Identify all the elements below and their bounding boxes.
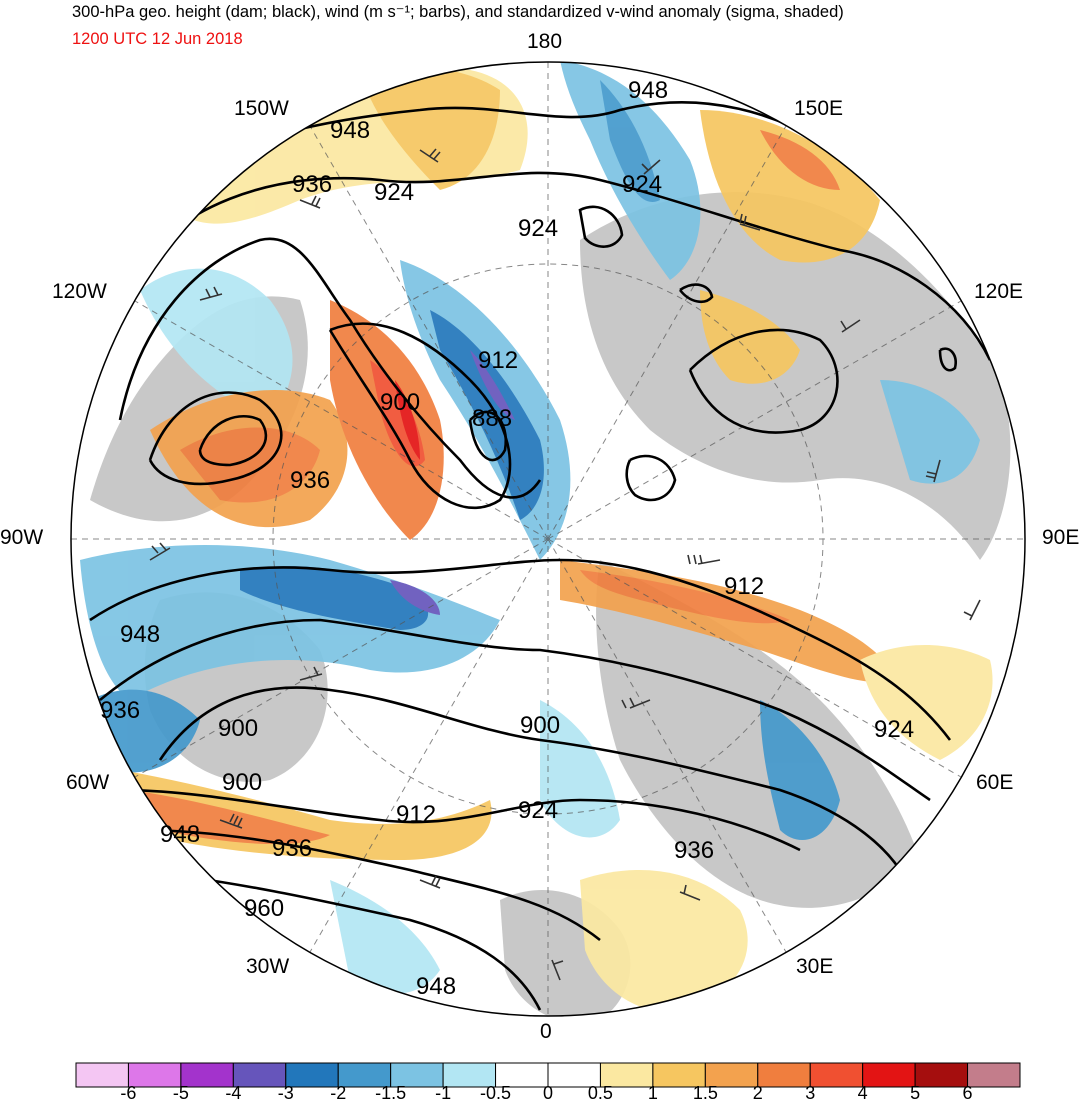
colorbar-tick-label: 3 bbox=[805, 1083, 816, 1103]
map-disk bbox=[71, 62, 1025, 1016]
colorbar-tick-label: -3 bbox=[277, 1083, 294, 1103]
contour-labels: 948 948 936 924 924 924 912 900 888 936 … bbox=[100, 77, 914, 1000]
colorbar-tick-label: 0 bbox=[542, 1083, 554, 1103]
colorbar-tick-label: 0.5 bbox=[587, 1083, 613, 1103]
colorbar-tick-label: -4 bbox=[225, 1083, 242, 1103]
longitude-label-0: 0 bbox=[540, 1020, 552, 1043]
contour-label: 936 bbox=[100, 697, 140, 724]
colorbar-swatch bbox=[127, 1062, 182, 1088]
contour-label: 936 bbox=[674, 837, 714, 864]
contour-label: 912 bbox=[478, 347, 518, 374]
longitude-label-30w: 30W bbox=[246, 955, 290, 978]
contour-label: 936 bbox=[272, 835, 312, 862]
contour-label: 924 bbox=[374, 179, 414, 206]
colorbar-swatch bbox=[967, 1062, 1021, 1088]
colorbar-swatch bbox=[652, 1062, 706, 1088]
longitude-label-150w: 150W bbox=[234, 97, 289, 120]
contour-label: 948 bbox=[628, 77, 668, 104]
colorbar-swatch bbox=[809, 1062, 864, 1088]
contour-label: 936 bbox=[292, 171, 332, 198]
contour-label: 948 bbox=[160, 821, 200, 848]
colorbar-tick-label: 1.5 bbox=[692, 1083, 718, 1103]
colorbar-tick-label: -5 bbox=[172, 1083, 189, 1103]
colorbar-tick-label: 6 bbox=[962, 1083, 973, 1103]
longitude-label-120w: 120W bbox=[52, 280, 107, 303]
colorbar-tick-label: -2 bbox=[330, 1083, 347, 1103]
chart-title: 300-hPa geo. height (dam; black), wind (… bbox=[72, 3, 844, 21]
longitude-label-180: 180 bbox=[527, 30, 563, 53]
colorbar-swatch bbox=[547, 1062, 601, 1088]
colorbar-swatch bbox=[704, 1062, 759, 1088]
contour-label: 900 bbox=[222, 769, 262, 796]
contour-label: 960 bbox=[244, 895, 284, 922]
contour-label: 888 bbox=[472, 405, 512, 432]
colorbar-tick-label: 2 bbox=[752, 1083, 763, 1103]
colorbar-swatch bbox=[914, 1062, 969, 1088]
longitude-label-120e: 120E bbox=[974, 280, 1024, 303]
contour-label: 936 bbox=[290, 467, 330, 494]
contour-label: 912 bbox=[724, 573, 764, 600]
valid-time: 1200 UTC 12 Jun 2018 bbox=[72, 30, 243, 48]
longitude-label-150e: 150E bbox=[794, 97, 844, 120]
contour-label: 948 bbox=[416, 973, 456, 1000]
graticule bbox=[71, 62, 1025, 1016]
longitude-label-60e: 60E bbox=[976, 771, 1014, 794]
colorbar-tick-label: -6 bbox=[120, 1083, 137, 1103]
wind-barbs bbox=[149, 148, 981, 981]
colorbar-tick-label: 4 bbox=[857, 1083, 868, 1103]
colorbar-tick-label: -0.5 bbox=[480, 1083, 512, 1103]
longitude-label-90e: 90E bbox=[1042, 526, 1080, 549]
contour-label: 924 bbox=[518, 797, 558, 824]
colorbar-swatch bbox=[599, 1062, 654, 1088]
colorbar-swatch bbox=[862, 1062, 916, 1088]
colorbar-swatch bbox=[337, 1062, 392, 1088]
contour-label: 900 bbox=[380, 389, 420, 416]
contour-label: 924 bbox=[622, 171, 662, 198]
colorbar-swatch bbox=[390, 1062, 444, 1088]
contour-label: 912 bbox=[396, 801, 436, 828]
contour-label: 948 bbox=[120, 621, 160, 648]
contour-label: 948 bbox=[330, 117, 370, 144]
colorbar bbox=[75, 1062, 1021, 1088]
longitude-label-90w: 90W bbox=[0, 526, 44, 549]
map-boundary bbox=[70, 61, 1026, 1017]
longitude-label-30e: 30E bbox=[796, 955, 834, 978]
height-contours bbox=[89, 101, 992, 1011]
colorbar-tick-label: -1.5 bbox=[375, 1083, 407, 1103]
colorbar-tick-label: -1 bbox=[435, 1083, 452, 1103]
colorbar-tick-label: 5 bbox=[910, 1083, 921, 1103]
colorbar-swatch bbox=[180, 1062, 234, 1088]
contour-label: 900 bbox=[520, 712, 560, 739]
colorbar-swatch bbox=[442, 1062, 497, 1088]
contour-label: 900 bbox=[218, 715, 258, 742]
contour-label: 924 bbox=[874, 716, 914, 743]
colorbar-swatch bbox=[285, 1062, 339, 1088]
contour-label: 924 bbox=[518, 215, 558, 242]
colorbar-swatch bbox=[232, 1062, 287, 1088]
colorbar-tick-label: 1 bbox=[647, 1083, 658, 1103]
colorbar-swatch bbox=[757, 1062, 811, 1088]
longitude-label-60w: 60W bbox=[66, 771, 110, 794]
